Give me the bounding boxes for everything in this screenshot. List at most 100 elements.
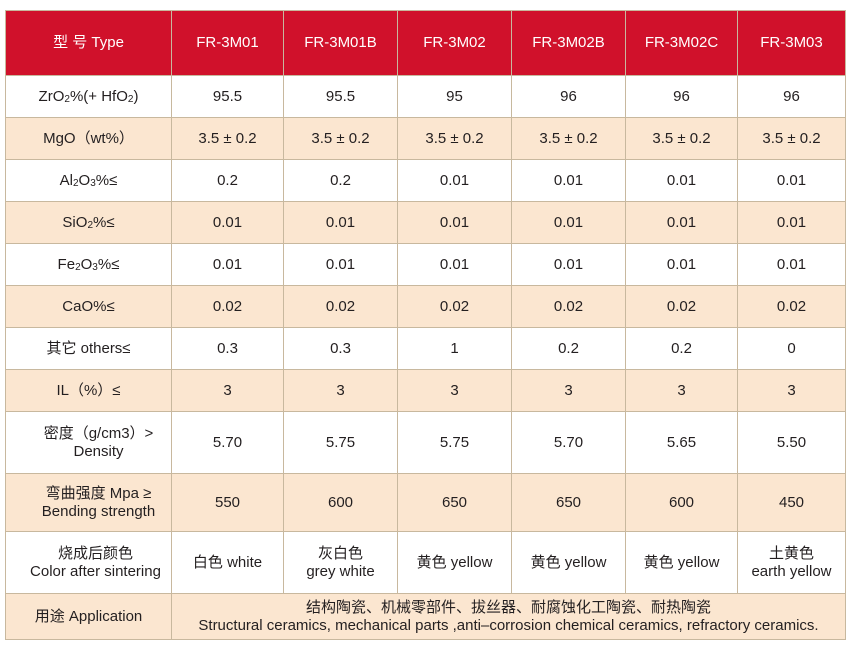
cell: 0.02 — [737, 285, 846, 328]
cell: 0.2 — [511, 327, 626, 370]
application-en: Structural ceramics, mechanical parts ,a… — [198, 616, 819, 634]
cell: 0.01 — [397, 201, 512, 244]
cell: 0.01 — [511, 159, 626, 202]
cell: 3.5 ± 0.2 — [283, 117, 398, 160]
cell: 0.01 — [737, 201, 846, 244]
row-label-il: IL（%）≤ — [5, 369, 172, 412]
cell: 3 — [625, 369, 738, 412]
model-header: FR-3M02B — [511, 10, 626, 76]
row-label-mgo: MgO（wt%） — [5, 117, 172, 160]
cell: 95.5 — [171, 75, 284, 118]
application-zh: 结构陶瓷、机械零部件、拔丝器、耐腐蚀化工陶瓷、耐热陶瓷 — [305, 598, 711, 616]
cell: 3.5 ± 0.2 — [171, 117, 284, 160]
cell: 5.50 — [737, 411, 846, 474]
cell: 灰白色 grey white — [283, 531, 398, 594]
cell: 0.01 — [625, 159, 738, 202]
cell: 黄色 yellow — [397, 531, 512, 594]
cell: 5.65 — [625, 411, 738, 474]
row-label-color: 烧成后颜色 Color after sintering — [5, 531, 172, 594]
cell: 95.5 — [283, 75, 398, 118]
cell: 0.01 — [283, 243, 398, 286]
row-label-fe2o3: Fe2O3%≤ — [5, 243, 172, 286]
label-line: 密度（g/cm3）> — [43, 424, 154, 442]
cell: 黄色 yellow — [625, 531, 738, 594]
table-row: MgO（wt%） 3.5 ± 0.2 3.5 ± 0.2 3.5 ± 0.2 3… — [5, 117, 846, 160]
model-header: FR-3M02 — [397, 10, 512, 76]
cell: 3 — [283, 369, 398, 412]
cell: 白色 white — [171, 531, 284, 594]
cell: 0.2 — [283, 159, 398, 202]
table-row: 弯曲强度 Mpa ≥ Bending strength 550 600 650 … — [5, 473, 846, 532]
cell: 5.70 — [511, 411, 626, 474]
row-label-sio2: SiO2%≤ — [5, 201, 172, 244]
cell: 0.02 — [171, 285, 284, 328]
cell: 3.5 ± 0.2 — [511, 117, 626, 160]
cell: 0.01 — [625, 243, 738, 286]
cell: 0.01 — [511, 243, 626, 286]
row-label-cao: CaO%≤ — [5, 285, 172, 328]
header-row: 型 号 Type FR-3M01 FR-3M01B FR-3M02 FR-3M0… — [5, 10, 846, 76]
table-row: 烧成后颜色 Color after sintering 白色 white 灰白色… — [5, 531, 846, 594]
cell: 0.01 — [737, 243, 846, 286]
cell: 黄色 yellow — [511, 531, 626, 594]
row-label-others: 其它 others≤ — [5, 327, 172, 370]
row-label-zro2: ZrO2%(+ HfO2) — [5, 75, 172, 118]
cell: 3 — [171, 369, 284, 412]
cell: 0.2 — [625, 327, 738, 370]
table-row: ZrO2%(+ HfO2) 95.5 95.5 95 96 96 96 — [5, 75, 846, 118]
cell: 土黄色 earth yellow — [737, 531, 846, 594]
cell: 0.3 — [171, 327, 284, 370]
cell: 550 — [171, 473, 284, 532]
cell: 650 — [397, 473, 512, 532]
table-row: CaO%≤ 0.02 0.02 0.02 0.02 0.02 0.02 — [5, 285, 846, 328]
spec-table: 型 号 Type FR-3M01 FR-3M01B FR-3M02 FR-3M0… — [5, 10, 846, 640]
cell: 1 — [397, 327, 512, 370]
model-header: FR-3M02C — [625, 10, 738, 76]
table-row: SiO2%≤ 0.01 0.01 0.01 0.01 0.01 0.01 — [5, 201, 846, 244]
label-line: 烧成后颜色 — [57, 544, 133, 562]
label-line: Bending strength — [41, 502, 156, 520]
cell: 96 — [511, 75, 626, 118]
row-label-application: 用途 Application — [5, 593, 172, 640]
cell: 3.5 ± 0.2 — [625, 117, 738, 160]
table-row: 其它 others≤ 0.3 0.3 1 0.2 0.2 0 — [5, 327, 846, 370]
cell: 600 — [625, 473, 738, 532]
cell: 96 — [737, 75, 846, 118]
table-row: 用途 Application 结构陶瓷、机械零部件、拔丝器、耐腐蚀化工陶瓷、耐热… — [5, 593, 846, 640]
cell: 0.2 — [171, 159, 284, 202]
cell: 96 — [625, 75, 738, 118]
model-header: FR-3M01 — [171, 10, 284, 76]
cell: 0.01 — [511, 201, 626, 244]
cell: 95 — [397, 75, 512, 118]
table-row: IL（%）≤ 3 3 3 3 3 3 — [5, 369, 846, 412]
cell: 5.70 — [171, 411, 284, 474]
cell: 0.01 — [171, 243, 284, 286]
label-line: Color after sintering — [30, 562, 161, 580]
model-header: FR-3M01B — [283, 10, 398, 76]
table-row: Fe2O3%≤ 0.01 0.01 0.01 0.01 0.01 0.01 — [5, 243, 846, 286]
cell: 0.02 — [511, 285, 626, 328]
cell: 3 — [737, 369, 846, 412]
cell: 450 — [737, 473, 846, 532]
row-label-bending: 弯曲强度 Mpa ≥ Bending strength — [5, 473, 172, 532]
cell: 3.5 ± 0.2 — [737, 117, 846, 160]
cell: 650 — [511, 473, 626, 532]
cell: 600 — [283, 473, 398, 532]
cell: 0.01 — [737, 159, 846, 202]
cell: 0.3 — [283, 327, 398, 370]
table-row: 密度（g/cm3）> Density 5.70 5.75 5.75 5.70 5… — [5, 411, 846, 474]
model-header: FR-3M03 — [737, 10, 846, 76]
cell: 0.01 — [171, 201, 284, 244]
label-line: 弯曲强度 Mpa ≥ — [45, 484, 152, 502]
cell: 5.75 — [397, 411, 512, 474]
cell: 3 — [397, 369, 512, 412]
cell: 0.01 — [625, 201, 738, 244]
application-cell: 结构陶瓷、机械零部件、拔丝器、耐腐蚀化工陶瓷、耐热陶瓷 Structural c… — [171, 593, 846, 640]
label-line: Density — [73, 442, 124, 460]
row-label-density: 密度（g/cm3）> Density — [5, 411, 172, 474]
cell: 3 — [511, 369, 626, 412]
cell: 0.01 — [397, 243, 512, 286]
cell: 5.75 — [283, 411, 398, 474]
table-row: Al2O3%≤ 0.2 0.2 0.01 0.01 0.01 0.01 — [5, 159, 846, 202]
type-header: 型 号 Type — [5, 10, 172, 76]
